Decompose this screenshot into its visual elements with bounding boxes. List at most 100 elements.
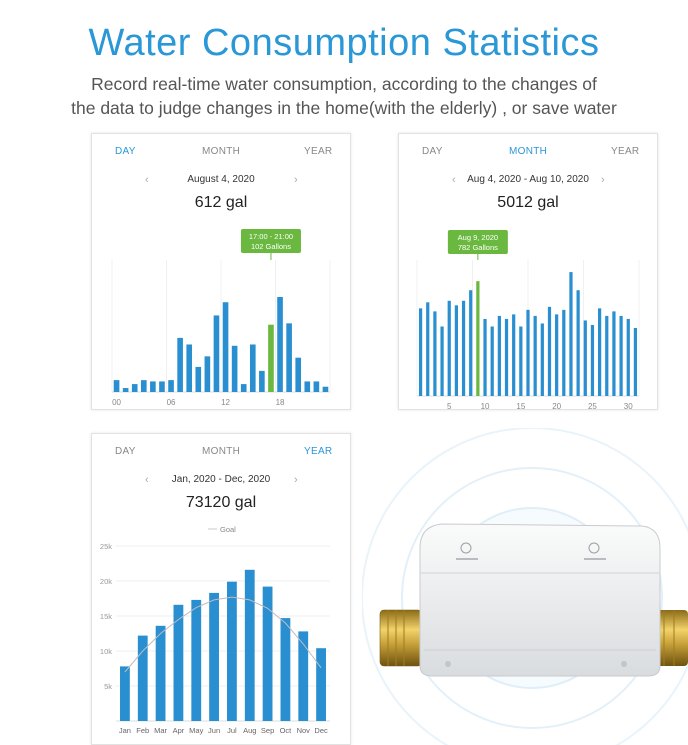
x-tick-label: Jun: [208, 726, 220, 735]
x-tick-label: Dec: [314, 726, 328, 735]
next-chevron-icon[interactable]: ›: [294, 474, 298, 486]
bar-15: [249, 344, 256, 392]
bar-28: [612, 311, 616, 396]
bar-2: [426, 302, 430, 396]
x-tick-label: 06: [167, 398, 176, 407]
bar-30: [626, 318, 630, 396]
bar-08: [186, 344, 193, 392]
bar-5: [447, 300, 451, 396]
x-tick-label: 25: [588, 402, 597, 411]
bar-Nov: [298, 631, 309, 721]
x-tick-label: 10: [481, 402, 490, 411]
x-tick-label: Aug: [243, 726, 256, 735]
bar-Jan: [120, 666, 130, 721]
legend-goal-label: Goal: [220, 525, 236, 534]
bar-16: [259, 370, 265, 392]
bar-01: [122, 388, 129, 392]
next-chevron-icon[interactable]: ›: [601, 174, 605, 186]
day-card: DAY MONTH YEAR ‹ August 4, 2020 › 612 ga…: [91, 133, 351, 410]
bar-15: [519, 326, 523, 396]
prev-chevron-icon[interactable]: ‹: [452, 174, 456, 186]
bar-07: [177, 337, 183, 392]
bar-Jun: [209, 592, 219, 721]
tab-day[interactable]: DAY: [422, 146, 443, 157]
total-consumption: 73120 gal: [185, 494, 257, 511]
bar-10: [204, 356, 211, 392]
highlighted-bar: [268, 324, 274, 392]
bar-Feb: [137, 635, 148, 721]
water-meter-photo: [362, 428, 688, 745]
page-title: Water Consumption Statistics: [88, 22, 600, 64]
bar-14: [240, 384, 247, 392]
x-tick-label: Feb: [136, 726, 149, 735]
tab-day[interactable]: DAY: [115, 146, 136, 157]
prev-chevron-icon[interactable]: ‹: [145, 474, 149, 486]
bar-12: [497, 315, 501, 396]
bar-09: [195, 366, 202, 392]
y-tick-label: 20k: [100, 577, 112, 586]
x-tick-label: May: [189, 726, 203, 735]
bar-18: [277, 296, 283, 392]
bar-Jul: [227, 581, 237, 721]
x-tick-label: Jul: [227, 726, 237, 735]
bar-20: [295, 357, 302, 392]
bar-1: [418, 308, 423, 396]
y-tick-label: 5k: [104, 682, 112, 691]
x-tick-label: 18: [276, 398, 285, 407]
bar-23: [576, 290, 580, 396]
x-tick-label: Apr: [173, 726, 185, 735]
x-tick-label: Sep: [261, 726, 274, 735]
bar-Dec: [316, 648, 326, 721]
tab-year[interactable]: YEAR: [611, 146, 640, 157]
tooltip-line-1: Aug 9, 2020: [458, 233, 498, 242]
next-chevron-icon[interactable]: ›: [294, 174, 298, 186]
tab-day[interactable]: DAY: [115, 446, 136, 457]
bar-May: [191, 599, 202, 721]
bar-21: [562, 309, 566, 396]
bar-16: [526, 309, 530, 396]
bar-19: [286, 323, 292, 392]
bar-12: [222, 302, 229, 392]
bar-4: [440, 326, 444, 396]
bar-8: [469, 290, 473, 396]
bar-Aug: [244, 569, 255, 721]
bar-25: [590, 324, 595, 396]
bar-13: [231, 345, 238, 392]
prev-chevron-icon[interactable]: ‹: [145, 174, 149, 186]
bar-17: [533, 315, 537, 396]
tab-year[interactable]: YEAR: [304, 146, 333, 157]
date-range: August 4, 2020: [187, 174, 255, 185]
tab-month[interactable]: MONTH: [202, 446, 241, 457]
subtitle-line-1: Record real-time water consumption, acco…: [91, 74, 597, 94]
bar-03: [140, 380, 147, 392]
x-tick-label: 00: [112, 398, 121, 407]
bar-06: [168, 380, 174, 392]
bar-27: [605, 315, 609, 396]
total-consumption: 5012 gal: [497, 194, 559, 211]
tab-year[interactable]: YEAR: [304, 446, 333, 457]
highlighted-bar: [476, 281, 480, 396]
bar-Mar: [155, 625, 166, 721]
bar-6: [454, 305, 458, 396]
tooltip-box: [447, 230, 508, 254]
bar-02: [131, 384, 138, 392]
bar-05: [159, 381, 165, 392]
left-brass-fitting-icon: [379, 609, 423, 667]
bar-23: [322, 386, 329, 392]
bar-Oct: [280, 618, 291, 721]
x-tick-label: 15: [516, 402, 525, 411]
tab-month[interactable]: MONTH: [509, 146, 548, 157]
bar-29: [619, 315, 623, 396]
bar-04: [150, 381, 156, 392]
meter-body-icon: [419, 523, 661, 677]
page-subtitle: Record real-time water consumption, acco…: [60, 72, 628, 120]
y-tick-label: 25k: [100, 542, 112, 551]
tab-month[interactable]: MONTH: [202, 146, 241, 157]
x-tick-label: Mar: [154, 726, 167, 735]
subtitle-line-2: the data to judge changes in the home(wi…: [71, 98, 617, 118]
tooltip-box: [240, 229, 301, 253]
bar-20: [555, 314, 559, 396]
bar-Apr: [173, 604, 184, 721]
